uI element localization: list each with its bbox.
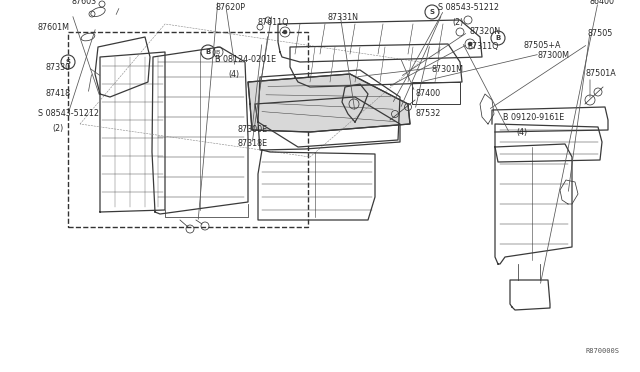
- Text: 87505: 87505: [588, 29, 613, 38]
- Circle shape: [468, 42, 472, 46]
- Bar: [412, 82, 460, 104]
- Text: 87501A: 87501A: [586, 70, 617, 78]
- Text: R870000S: R870000S: [586, 348, 620, 354]
- Text: 87611Q: 87611Q: [258, 17, 289, 26]
- Text: S: S: [65, 59, 70, 65]
- Text: 87320N: 87320N: [470, 28, 501, 36]
- Text: B 09120-9161E: B 09120-9161E: [503, 113, 564, 122]
- Text: 87301M: 87301M: [432, 64, 464, 74]
- Text: S 08543-51212: S 08543-51212: [38, 109, 99, 119]
- Text: (2): (2): [452, 17, 463, 26]
- Text: 87318E: 87318E: [238, 140, 268, 148]
- Text: 87620P: 87620P: [215, 3, 245, 12]
- Text: 87300M: 87300M: [538, 51, 570, 61]
- Text: 87601M: 87601M: [38, 22, 70, 32]
- Text: (4): (4): [516, 128, 527, 137]
- Text: 87311Q: 87311Q: [468, 42, 499, 51]
- Text: 86400: 86400: [590, 0, 615, 6]
- Polygon shape: [248, 74, 410, 132]
- Text: 87330: 87330: [46, 64, 71, 73]
- Text: B: B: [495, 35, 500, 41]
- Text: 87331N: 87331N: [328, 13, 359, 22]
- Text: S 08543-51212: S 08543-51212: [438, 3, 499, 13]
- Text: (2): (2): [52, 124, 63, 132]
- Text: 87532: 87532: [416, 109, 442, 119]
- Text: 87505+A: 87505+A: [524, 42, 561, 51]
- Text: S: S: [429, 9, 435, 15]
- Text: B: B: [216, 49, 220, 55]
- Text: B: B: [205, 49, 211, 55]
- Text: (4): (4): [228, 70, 239, 78]
- Text: 87400: 87400: [416, 90, 441, 99]
- Circle shape: [283, 30, 287, 34]
- Bar: [68, 32, 308, 227]
- Text: 87418: 87418: [46, 90, 71, 99]
- Text: 87603: 87603: [72, 0, 97, 6]
- Text: B 08124-0201E: B 08124-0201E: [215, 55, 276, 64]
- Text: 87300E: 87300E: [238, 125, 268, 134]
